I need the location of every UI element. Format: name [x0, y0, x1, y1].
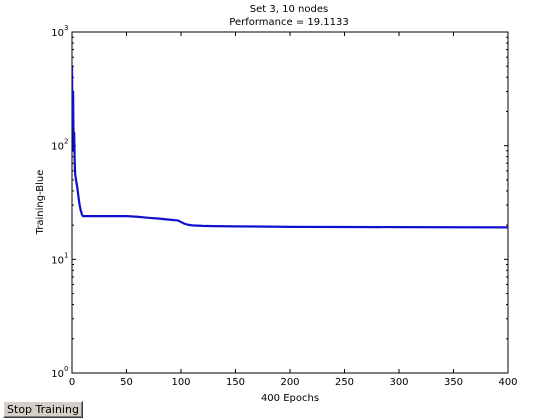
x-tick-label: 150 [226, 377, 245, 388]
x-tick-label: 300 [389, 377, 408, 388]
x-tick-label: 100 [171, 377, 190, 388]
series-group [72, 66, 508, 229]
x-tick-label: 200 [280, 377, 299, 388]
x-tick-label: 0 [69, 377, 75, 388]
stop-training-button[interactable]: Stop Training [3, 401, 83, 418]
y-tick-label: 10 [51, 369, 64, 380]
figure-title-line2: Performance = 19.1133 [229, 17, 348, 28]
x-axis-label: 400 Epochs [261, 393, 319, 404]
x-axis-ticks: 0 50 100 150 200 250 300 350 400 [69, 32, 518, 388]
x-tick-label: 350 [444, 377, 463, 388]
figure-title-line1: Set 3, 10 nodes [250, 4, 328, 15]
y-tick-exponent: 2 [64, 138, 68, 146]
y-tick-label: 10 [51, 142, 64, 153]
x-tick-label: 250 [335, 377, 354, 388]
x-tick-label: 50 [120, 377, 133, 388]
y-tick-label: 10 [51, 28, 64, 39]
x-tick-label: 400 [498, 377, 517, 388]
training-series-line [72, 66, 508, 229]
y-tick-label: 10 [51, 255, 64, 266]
y-axis-label: Training-Blue [35, 170, 46, 236]
plot-area [71, 31, 509, 374]
y-tick-exponent: 3 [64, 24, 68, 32]
y-tick-exponent: 0 [64, 365, 68, 373]
y-tick-exponent: 1 [64, 251, 68, 259]
